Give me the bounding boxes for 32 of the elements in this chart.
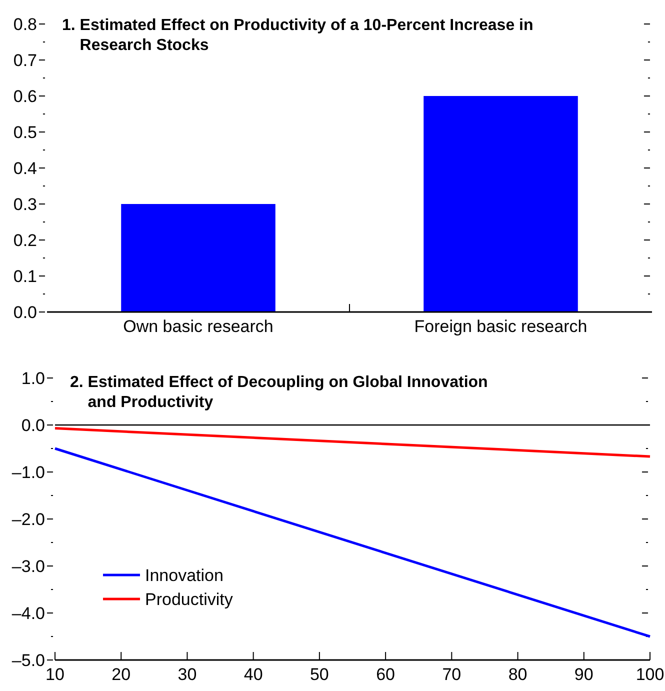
y-tick-label: –2.0 — [12, 510, 45, 529]
x-tick-label: 60 — [376, 665, 396, 684]
x-tick-label: 10 — [46, 665, 64, 684]
y-tick-label: 0.1 — [13, 266, 37, 286]
y-tick-label: 0.0 — [21, 416, 45, 435]
x-tick-label: 40 — [244, 665, 263, 684]
x-tick-label: 80 — [508, 665, 528, 684]
chart-title: 2. Estimated Effect of Decoupling on Global Innovation and Productivity — [70, 374, 488, 411]
y-tick-label: 0.6 — [13, 86, 37, 106]
x-tick-label: 90 — [574, 665, 594, 684]
x-tick-label: Foreign basic research — [414, 317, 588, 336]
legend-label: Innovation — [145, 566, 224, 585]
y-tick-label: 1.0 — [21, 368, 45, 388]
y-tick-label: 0.8 — [13, 14, 37, 34]
y-tick-label: 0.0 — [13, 302, 37, 322]
x-tick-label: 30 — [178, 665, 197, 684]
y-tick-label: 0.2 — [13, 230, 37, 250]
y-tick-label: –5.0 — [12, 650, 45, 670]
x-tick-label: 20 — [112, 665, 131, 684]
x-tick-label: Own basic research — [123, 317, 274, 336]
x-tick-label: 100 — [636, 665, 664, 684]
y-tick-label: 0.5 — [13, 122, 37, 142]
y-tick-label: –4.0 — [12, 604, 45, 623]
y-tick-label: 0.3 — [13, 194, 37, 214]
y-tick-label: 0.4 — [13, 158, 37, 178]
chart-title: 1. Estimated Effect on Productivity of a 10-Percent Increase in Research Stocks — [62, 17, 534, 54]
y-tick-label: 0.7 — [13, 50, 37, 70]
x-tick-label: 70 — [442, 665, 462, 684]
y-tick-label: –1.0 — [12, 462, 45, 482]
legend-label: Productivity — [145, 590, 234, 609]
y-tick-label: –3.0 — [12, 556, 45, 576]
x-tick-label: 50 — [310, 665, 329, 684]
